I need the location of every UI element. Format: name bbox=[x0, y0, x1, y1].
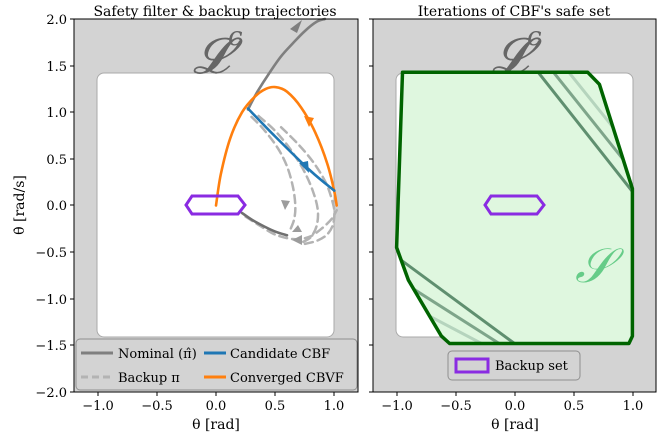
right-panel: Iterations of CBF's safe set 𝓛 c 𝒮 Backu… bbox=[369, 4, 657, 433]
iteration-line-1 bbox=[552, 72, 633, 172]
left-ylabel: θ̇ [rad/s] bbox=[12, 175, 28, 235]
ytick-label: 1.0 bbox=[46, 106, 67, 121]
safe-set-boundary bbox=[394, 70, 635, 346]
legend-label-nominal: Nominal (π̂) bbox=[118, 347, 197, 362]
ytick-label: 0.5 bbox=[46, 153, 67, 168]
left-backup-set bbox=[184, 194, 247, 216]
xtick-label: 0.5 bbox=[265, 399, 286, 414]
ytick-label: 1.5 bbox=[46, 60, 67, 75]
left-legend-box bbox=[75, 338, 358, 391]
series-line-cbvf bbox=[214, 85, 338, 207]
right-xlabel: θ [rad] bbox=[491, 417, 539, 433]
right-backup-set bbox=[483, 194, 546, 216]
left-panel: Safety filter & backup trajectories 𝓛 c … bbox=[12, 4, 359, 433]
left-y-ticks: 2.0 1.5 1.0 0.5 0.0 −0.5 −1.0 −1.5 −2.0 bbox=[35, 13, 74, 401]
cbf-arrowhead bbox=[299, 161, 309, 173]
right-x-ticks: −1.0 −0.5 0.0 0.5 1.0 bbox=[381, 392, 643, 414]
left-xlabel: θ [rad] bbox=[192, 417, 240, 433]
backup-arrowhead-2 bbox=[292, 225, 302, 232]
left-legend: Nominal (π̂) Backup π Candidate CBF Conv… bbox=[75, 338, 358, 391]
right-lc-sup: c bbox=[527, 22, 542, 52]
xtick-label: −1.0 bbox=[82, 399, 114, 414]
legend-label-cbf: Candidate CBF bbox=[230, 347, 330, 362]
xtick-label: −0.5 bbox=[141, 399, 173, 414]
xtick-label: 1.0 bbox=[324, 399, 345, 414]
right-y-ticks bbox=[369, 18, 373, 393]
left-arrows bbox=[281, 20, 314, 245]
backup-arrowhead-1 bbox=[281, 200, 290, 210]
xtick-label: −0.5 bbox=[440, 399, 472, 414]
legend-label-backup: Backup π bbox=[118, 371, 180, 386]
iteration-line-0 bbox=[536, 72, 633, 193]
series-line-backup3 bbox=[279, 125, 336, 246]
backup-arrowhead-3 bbox=[292, 235, 302, 245]
ytick-label: 2.0 bbox=[46, 13, 67, 28]
ytick-label: −0.5 bbox=[35, 246, 67, 261]
ytick-label: 0.0 bbox=[46, 199, 67, 214]
xtick-label: −1.0 bbox=[381, 399, 413, 414]
series-line-backup1 bbox=[250, 115, 297, 233]
series-line-cbf bbox=[246, 107, 336, 192]
right-safe-set-group bbox=[394, 70, 635, 346]
ytick-label: −1.5 bbox=[35, 339, 67, 354]
ytick-label: −2.0 bbox=[35, 386, 67, 401]
xtick-label: 1.0 bbox=[623, 399, 644, 414]
left-x-ticks: −1.0 −0.5 0.0 0.5 1.0 bbox=[82, 392, 344, 414]
nominal-arrowhead bbox=[290, 20, 302, 33]
xtick-label: 0.5 bbox=[564, 399, 585, 414]
safe-set-fill bbox=[396, 72, 633, 344]
series-line-nominal-tail bbox=[240, 211, 289, 237]
legend-swatch-backup-set bbox=[454, 357, 490, 374]
cbvf-arrowhead bbox=[304, 116, 314, 127]
iteration-line-3 bbox=[396, 255, 516, 344]
xtick-label: 0.0 bbox=[505, 399, 526, 414]
series-line-nominal bbox=[246, 17, 327, 111]
legend-label-backup-set: Backup set bbox=[495, 359, 569, 374]
legend-label-cbvf: Converged CBVF bbox=[230, 371, 344, 386]
right-title: Iterations of CBF's safe set bbox=[418, 4, 611, 20]
left-lc-sup: c bbox=[228, 22, 243, 52]
xtick-label: 0.0 bbox=[206, 399, 227, 414]
left-title: Safety filter & backup trajectories bbox=[93, 4, 336, 20]
ytick-label: −1.0 bbox=[35, 293, 67, 308]
right-legend: Backup set bbox=[447, 350, 581, 381]
